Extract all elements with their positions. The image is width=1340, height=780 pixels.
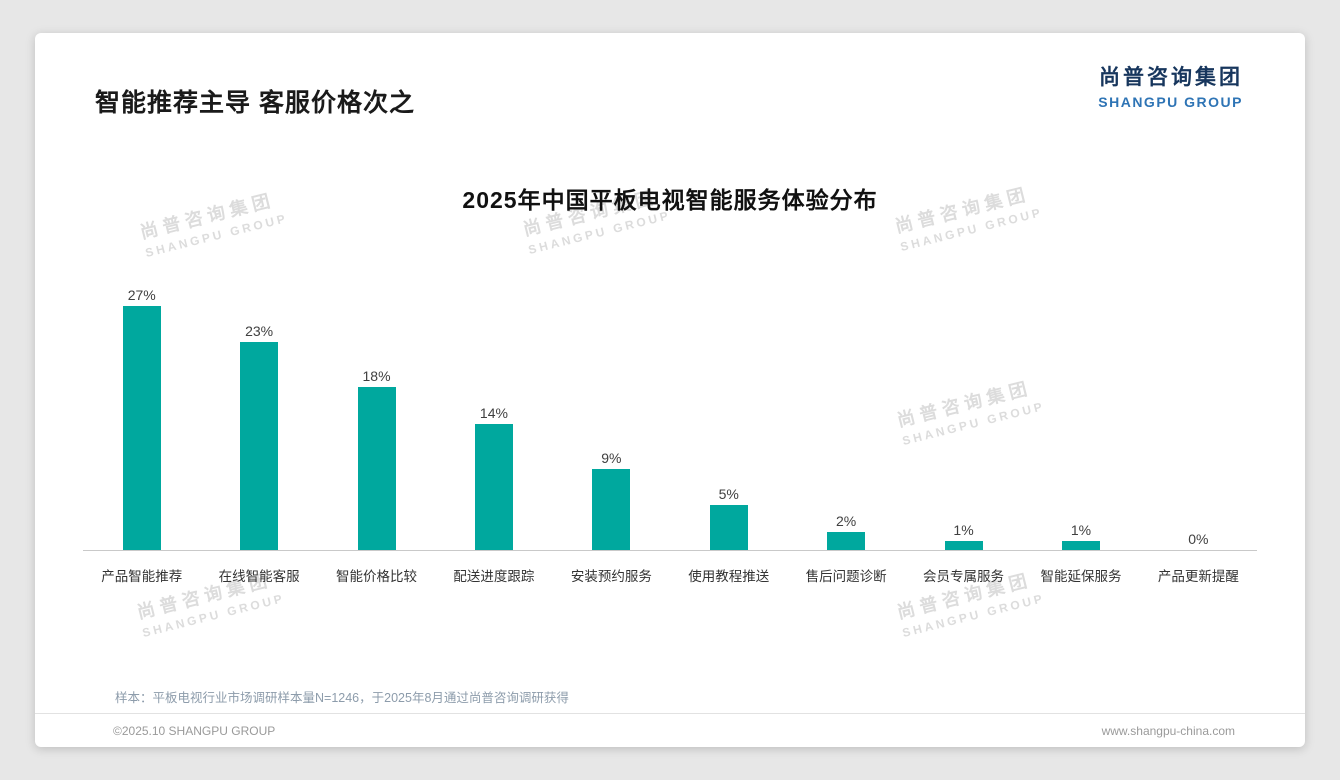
bar-value-label: 9% [601, 449, 622, 466]
bar [357, 387, 396, 550]
slide-card: 尚普咨询集团 SHANGPU GROUP 尚普咨询集团 SHANGPU GROU… [35, 33, 1305, 747]
bar-column: 27% [83, 279, 200, 550]
bar-column: 2% [787, 279, 904, 550]
chart-title: 2025年中国平板电视智能服务体验分布 [462, 187, 878, 213]
bar-category-label: 安装预约服务 [570, 569, 652, 584]
bar-column: 14% [435, 279, 552, 550]
bar [1061, 540, 1100, 550]
bar-column: 18% [318, 279, 435, 550]
watermark-en-text: SHANGPU GROUP [143, 211, 290, 261]
bar-value-label: 5% [718, 485, 739, 502]
copyright-text: ©2025.10 SHANGPU GROUP [113, 723, 276, 738]
bar-value-label: 14% [479, 404, 508, 421]
watermark-en-text: SHANGPU GROUP [140, 591, 287, 641]
bar-column: 23% [200, 279, 317, 550]
sample-footnote: 样本：平板电视行业市场调研样本量N=1246，于2025年8月通过尚普咨询调研获… [115, 691, 569, 705]
watermark-en-text: SHANGPU GROUP [526, 208, 673, 258]
bar-category-label: 智能价格比较 [336, 569, 418, 584]
website-text: www.shangpu-china.com [1101, 723, 1235, 738]
bar-category-label: 使用教程推送 [688, 569, 770, 584]
bar-category-label: 配送进度跟踪 [453, 569, 535, 584]
bar-value-label: 0% [1188, 531, 1209, 547]
bar-value-label: 18% [362, 368, 391, 385]
bar-column: 1% [1022, 279, 1139, 550]
watermark-en-text: SHANGPU GROUP [900, 591, 1047, 641]
bar-column: 9% [553, 279, 670, 550]
page-title: 智能推荐主导 客服价格次之 [95, 89, 415, 117]
bar-value-label: 1% [953, 521, 974, 538]
bar-category-label: 产品智能推荐 [101, 569, 183, 584]
bar [474, 423, 513, 550]
bar [944, 540, 983, 550]
bar-category-label: 产品更新提醒 [1157, 569, 1239, 584]
bar-column: 0% [1140, 279, 1257, 550]
bar-category-label: 智能延保服务 [1040, 569, 1122, 584]
footer-bar: ©2025.10 SHANGPU GROUP www.shangpu-china… [35, 713, 1305, 747]
bar-category-label: 会员专属服务 [923, 569, 1005, 584]
bar-category-label: 在线智能客服 [218, 569, 300, 584]
bar-value-label: 2% [836, 512, 857, 529]
bar [122, 306, 161, 550]
bar-category-label: 售后问题诊断 [805, 569, 887, 584]
bar-chart-plot-area: 27% 23% 18% 14% 9% 5% 2% 1% 1% 0% [83, 279, 1257, 551]
bar-chart-category-axis: 产品智能推荐 在线智能客服 智能价格比较 配送进度跟踪 安装预约服务 使用教程推送 售后问题… [83, 565, 1257, 585]
bar [827, 531, 866, 550]
bar [240, 342, 279, 550]
bar-value-label: 27% [127, 287, 156, 304]
bar-value-label: 23% [245, 323, 274, 340]
bar [709, 504, 748, 550]
bar-value-label: 1% [1070, 521, 1092, 538]
logo-en-text: SHANGPU GROUP [1098, 94, 1243, 110]
bar-column: 5% [670, 279, 787, 550]
bar [592, 468, 631, 550]
logo-cn-text: 尚普咨询集团 [1099, 66, 1243, 89]
bar-column: 1% [905, 279, 1022, 550]
company-logo: 尚普咨询集团 SHANGPU GROUP [1098, 61, 1243, 110]
